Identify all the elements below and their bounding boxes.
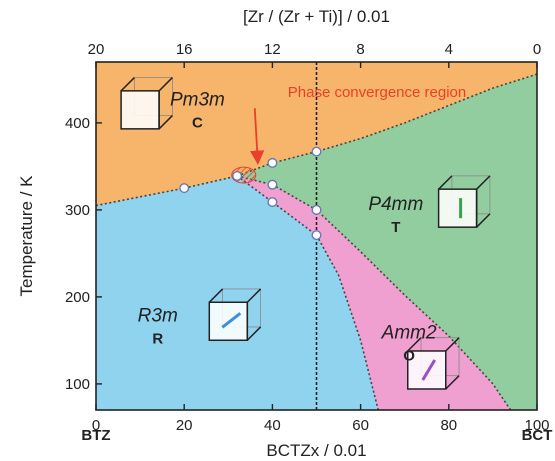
phase-symbol-tetragonal: P4mm [368,194,423,215]
cube-front-face [120,90,160,130]
x-tick-label: 20 [176,417,193,434]
region-rhombohedral [96,175,379,410]
x-tick-label: 0 [92,417,100,434]
phase-symbol-orthorhombic: Amm2 [381,323,437,344]
data-point [267,179,278,190]
top-tick-label: 8 [356,41,364,58]
data-point [311,146,322,157]
polarization-arrow [421,359,437,381]
boundary-ortho-tetra [236,175,512,410]
data-point [179,183,190,194]
x-tick-label: 40 [264,417,281,434]
rhombohedral-cube-icon [208,288,262,342]
btz-end-label: BTZ [81,427,110,444]
data-point [311,204,322,215]
cube-edges [120,77,173,130]
top-tick-label: 20 [88,41,105,58]
top-tick-label: 0 [533,41,541,58]
boundary-cubic-rhombo [96,175,238,207]
plot-frame [95,61,538,411]
cube-edges [438,175,491,228]
x-tick-label: 60 [352,417,369,434]
data-point [267,157,278,168]
phase-letter-cubic: C [192,115,203,132]
y-tick-label: 200 [65,289,90,306]
top-axis-title: [Zr / (Zr + Ti)] / 0.01 [243,7,390,26]
cube-edges [208,288,262,341]
phase-symbol-rhombohedral: R3m [138,305,178,326]
cubic-cube-icon [120,77,173,130]
phase-letter-tetragonal: T [391,219,400,236]
x-axis-title: BCTZx / 0.01 [266,441,366,460]
phase-letter-orthorhombic: O [403,348,415,365]
cube-edges [407,337,460,390]
boundary-cubic-tetra [236,73,537,177]
data-point [267,197,278,208]
tetragonal-cube-icon [437,175,491,228]
polarization-arrow [221,312,242,329]
orthorhombic-cube-icon [407,337,460,390]
y-axis-title: Temperature / K [17,175,36,297]
convergence-arrow [249,108,265,165]
y-tick-label: 400 [65,115,90,132]
phase-letter-rhombohedral: R [152,330,163,347]
y-tick-label: 300 [65,202,90,219]
top-tick-label: 4 [445,41,453,58]
data-point [232,170,243,181]
y-tick-label: 100 [65,376,90,393]
cube-front-face [437,188,478,228]
cube-front-face [407,350,447,390]
bct-end-label: BCT [522,427,553,444]
phase-symbol-cubic: Pm3m [170,90,225,111]
region-tetragonal [237,74,537,410]
top-tick-label: 12 [264,41,281,58]
data-point [311,230,322,241]
convergence-label: Phase convergence region [288,84,466,101]
top-tick-label: 16 [176,41,193,58]
x-tick-label: 100 [524,417,549,434]
x-tick-label: 80 [440,417,457,434]
